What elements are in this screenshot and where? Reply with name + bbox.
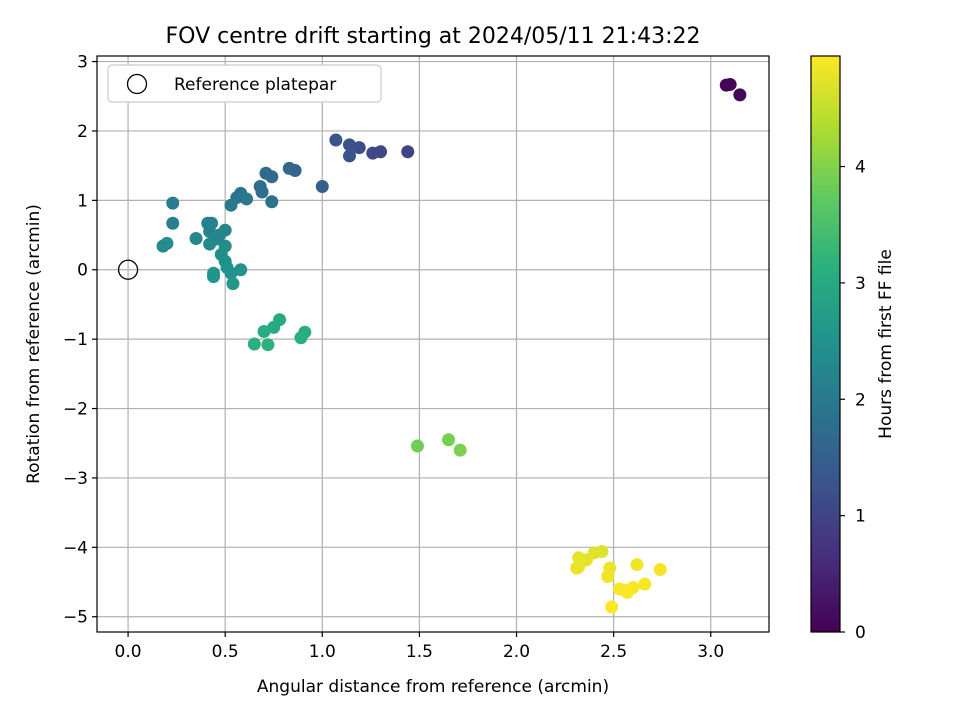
y-tick-label: −2 bbox=[63, 400, 88, 420]
colorbar-label: Hours from first FF file bbox=[876, 249, 896, 439]
x-tick-label: 3.0 bbox=[697, 642, 724, 662]
data-point bbox=[224, 198, 238, 212]
data-point bbox=[294, 331, 308, 345]
data-point bbox=[166, 216, 180, 230]
legend: Reference platepar bbox=[107, 64, 382, 103]
colorbar-tick-label: 2 bbox=[855, 390, 866, 410]
data-point bbox=[265, 195, 279, 209]
data-point bbox=[315, 179, 329, 193]
data-point bbox=[401, 145, 415, 159]
data-points bbox=[156, 77, 747, 614]
grid-lines bbox=[97, 56, 769, 632]
x-tick-label: 1.0 bbox=[309, 642, 336, 662]
plot-area-frame bbox=[96, 55, 770, 633]
y-tick-label: 0 bbox=[77, 261, 88, 281]
colorbar-gradient bbox=[811, 56, 840, 632]
y-tick-label: −1 bbox=[63, 330, 88, 350]
chart-title: FOV centre drift starting at 2024/05/11 … bbox=[166, 24, 701, 49]
x-tick-label: 2.5 bbox=[600, 642, 627, 662]
y-axis-ticks: 3 2 1 0 −1 −2 −3 −4 −5 bbox=[63, 53, 97, 628]
data-point bbox=[601, 569, 615, 583]
colorbar: 0 1 2 3 4 Hours from first FF file bbox=[810, 55, 896, 643]
data-point bbox=[342, 149, 356, 163]
data-point bbox=[282, 161, 296, 175]
colorbar-tick-label: 0 bbox=[855, 623, 866, 643]
y-tick-label: −3 bbox=[63, 469, 88, 489]
data-point bbox=[572, 551, 586, 565]
x-tick-label: 0.0 bbox=[115, 642, 142, 662]
data-point bbox=[410, 439, 424, 453]
data-point bbox=[442, 433, 456, 447]
colorbar-tick-label: 4 bbox=[855, 158, 866, 178]
data-point bbox=[620, 585, 634, 599]
data-point bbox=[257, 325, 271, 339]
reference-marker-layer bbox=[117, 259, 139, 280]
legend-entry: Reference platepar bbox=[174, 75, 336, 95]
data-point bbox=[259, 166, 273, 180]
data-point bbox=[453, 443, 467, 457]
data-point bbox=[723, 77, 737, 91]
y-tick-label: −5 bbox=[63, 608, 88, 628]
reference-platepar-marker bbox=[117, 259, 139, 280]
data-point bbox=[207, 270, 221, 284]
data-point bbox=[342, 138, 356, 152]
x-tick-label: 0.5 bbox=[212, 642, 239, 662]
colorbar-tick-label: 1 bbox=[855, 507, 866, 527]
data-point bbox=[226, 277, 240, 291]
data-point bbox=[630, 558, 644, 572]
data-point bbox=[166, 196, 180, 210]
data-point bbox=[329, 133, 343, 147]
colorbar-frame bbox=[810, 55, 841, 633]
data-point bbox=[255, 185, 269, 199]
data-point bbox=[224, 266, 238, 280]
data-point bbox=[638, 577, 652, 591]
y-tick-label: −4 bbox=[63, 538, 88, 558]
x-axis-ticks: 0.0 0.5 1.0 1.5 2.0 2.5 3.0 bbox=[115, 632, 724, 662]
data-point bbox=[267, 320, 281, 334]
data-point bbox=[572, 560, 586, 574]
y-tick-label: 2 bbox=[77, 122, 88, 142]
legend-box bbox=[107, 64, 382, 103]
colorbar-ticks: 0 1 2 3 4 bbox=[840, 158, 866, 643]
data-point bbox=[203, 237, 217, 251]
data-point bbox=[247, 337, 261, 351]
x-tick-label: 1.5 bbox=[406, 642, 433, 662]
y-tick-label: 1 bbox=[77, 191, 88, 211]
x-tick-label: 2.0 bbox=[503, 642, 530, 662]
data-point bbox=[261, 338, 275, 352]
x-axis-label: Angular distance from reference (arcmin) bbox=[257, 677, 609, 697]
data-point bbox=[653, 563, 667, 577]
y-tick-label: 3 bbox=[77, 53, 88, 73]
data-point bbox=[156, 239, 170, 253]
legend-marker-icon bbox=[126, 73, 148, 95]
data-point bbox=[240, 192, 254, 206]
y-axis-label: Rotation from reference (arcmin) bbox=[24, 204, 44, 484]
colorbar-tick-label: 3 bbox=[855, 274, 866, 294]
data-point bbox=[366, 146, 380, 160]
data-point bbox=[189, 232, 203, 246]
data-point bbox=[605, 600, 619, 614]
data-point bbox=[733, 88, 747, 102]
